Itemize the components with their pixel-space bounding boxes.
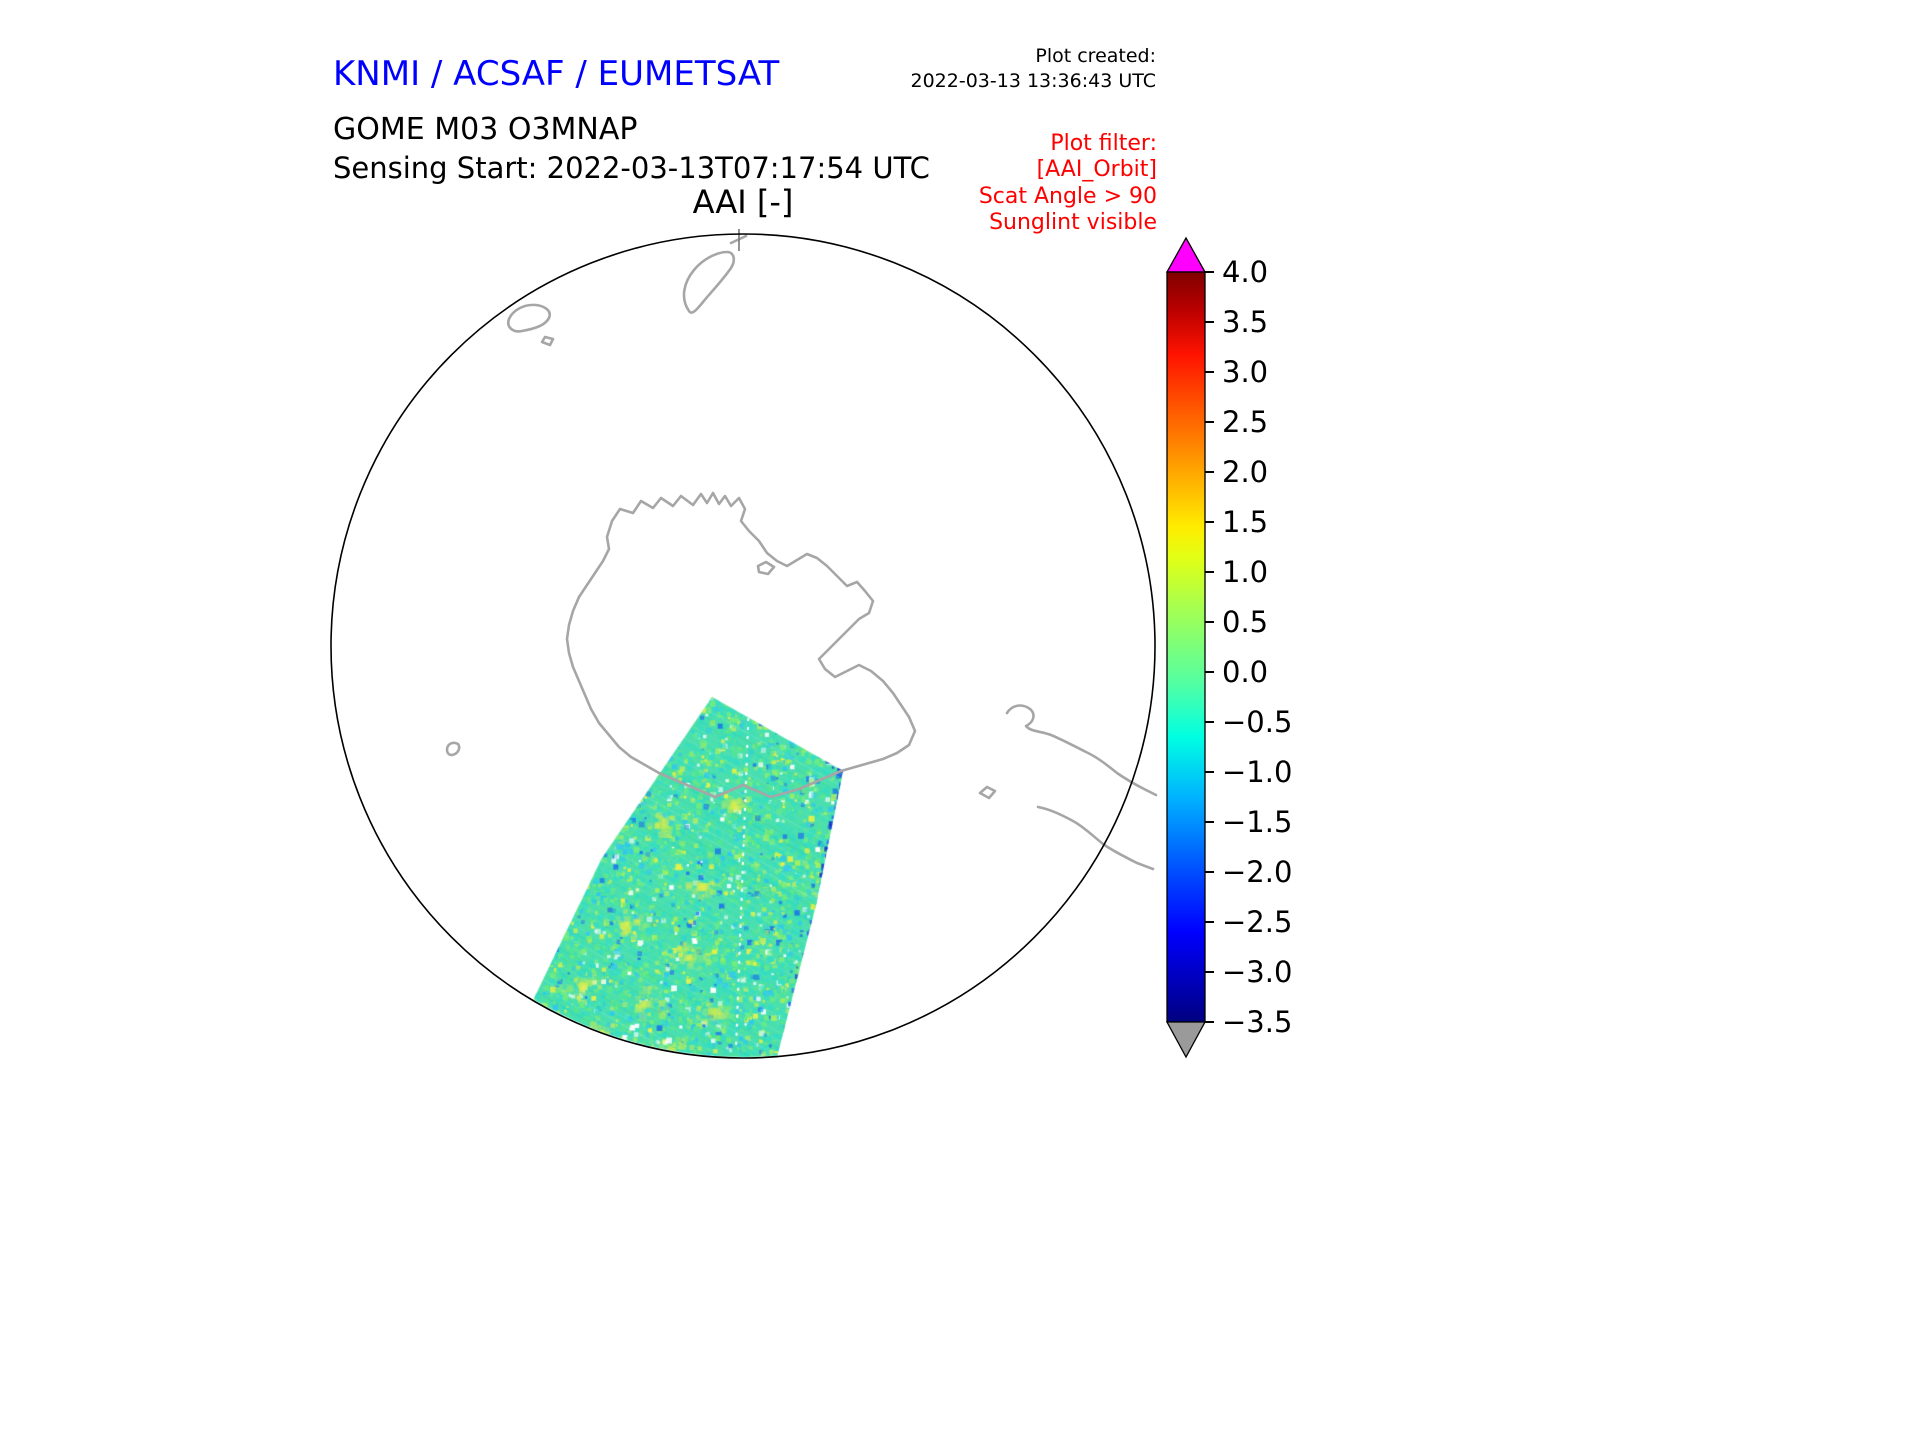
- colorbar-tick-label: −3.5: [1222, 1005, 1292, 1039]
- colorbar-over-arrow: [1167, 238, 1205, 272]
- sensing-start: Sensing Start: 2022-03-13T07:17:54 UTC: [333, 151, 930, 185]
- colorbar-tick-label: −1.0: [1222, 755, 1292, 789]
- colorbar-tick-label: −3.0: [1222, 955, 1292, 989]
- colorbar: 4.0 3.5 3.0 2.5 2.0 1.5 1.0 0.5 0.0 −0.5 −1.0 −1.5 −…: [1167, 238, 1292, 1057]
- colorbar-tick-label: 1.5: [1222, 505, 1268, 539]
- plot-filter-line: Sunglint visible: [979, 210, 1157, 236]
- colorbar-ticks: 4.0 3.5 3.0 2.5 2.0 1.5 1.0 0.5 0.0 −0.5 −1.0 −1.5 −…: [1205, 255, 1292, 1039]
- bay-island: [758, 562, 774, 574]
- island-north: [684, 252, 734, 313]
- colorbar-tick-label: 3.0: [1222, 355, 1268, 389]
- map-and-colorbar: 4.0 3.5 3.0 2.5 2.0 1.5 1.0 0.5 0.0 −0.5 −1.0 −1.5 −…: [0, 0, 1920, 1440]
- islet-west: [447, 743, 459, 755]
- plot-created-label: Plot created:: [911, 44, 1157, 69]
- plot-filter-label: Plot filter:: [979, 131, 1157, 157]
- colorbar-tick-label: 3.5: [1222, 305, 1268, 339]
- plot-filter-line: [AAI_Orbit]: [979, 157, 1157, 183]
- colorbar-tick-label: 1.0: [1222, 555, 1268, 589]
- plot-created-value: 2022-03-13 13:36:43 UTC: [911, 69, 1157, 94]
- colorbar-tick-label: 0.5: [1222, 605, 1268, 639]
- islet-east: [980, 787, 995, 798]
- product-title: GOME M03 O3MNAP: [333, 112, 637, 147]
- plot-created-block: Plot created: 2022-03-13 13:36:43 UTC: [911, 44, 1157, 93]
- colorbar-tick-label: 2.5: [1222, 405, 1268, 439]
- map-boundary-circle: [331, 234, 1155, 1058]
- map-title: AAI [-]: [593, 183, 893, 221]
- colorbar-tick-label: 4.0: [1222, 255, 1268, 289]
- colorbar-tick-label: −0.5: [1222, 705, 1292, 739]
- colorbar-tick-label: 2.0: [1222, 455, 1268, 489]
- island-northwest: [508, 305, 549, 331]
- plot-filter-line: Scat Angle > 90: [979, 184, 1157, 210]
- south-america-coast-upper: [1007, 706, 1156, 795]
- colorbar-tick-label: −2.0: [1222, 855, 1292, 889]
- coastlines: [447, 236, 1156, 869]
- colorbar-tick-label: −2.5: [1222, 905, 1292, 939]
- agency-title: KNMI / ACSAF / EUMETSAT: [333, 54, 779, 94]
- colorbar-tick-label: 0.0: [1222, 655, 1268, 689]
- colorbar-bar: [1167, 272, 1205, 1022]
- colorbar-under-arrow: [1167, 1022, 1205, 1057]
- plot-filter-block: Plot filter: [AAI_Orbit] Scat Angle > 90…: [979, 131, 1157, 237]
- islet-northwest: [542, 337, 553, 345]
- antarctica-coastline: [567, 493, 915, 797]
- colorbar-tick-label: −1.5: [1222, 805, 1292, 839]
